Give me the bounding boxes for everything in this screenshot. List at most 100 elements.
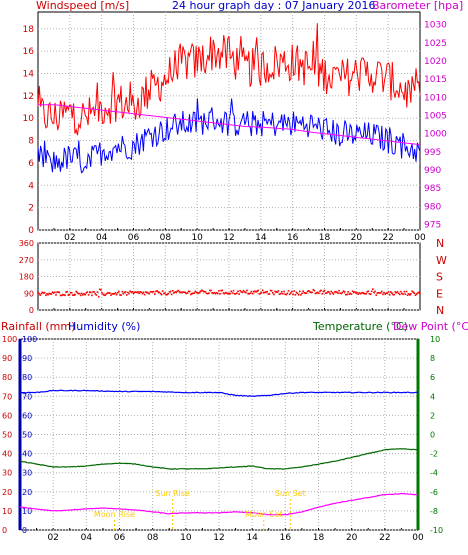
direction-point (266, 290, 268, 293)
temp-x-tick-label: 04 (81, 533, 93, 543)
direction-point (394, 291, 397, 293)
direction-point (382, 293, 384, 296)
direction-point (54, 291, 56, 294)
direction-point (268, 293, 271, 295)
direction-point (279, 292, 282, 295)
direction-point (121, 290, 124, 293)
direction-point (218, 290, 220, 292)
direction-point (345, 293, 347, 296)
direction-point (123, 291, 126, 294)
direction-point (259, 292, 262, 294)
temp-y-tick-label: -10 (430, 526, 443, 535)
direction-point (247, 292, 249, 295)
direction-point (242, 289, 245, 292)
direction-point (91, 294, 93, 297)
baro-y-tick-label: 1000 (424, 130, 447, 140)
direction-point (152, 290, 155, 293)
humidity-y-tick-label: 30 (22, 469, 32, 478)
direction-point (183, 291, 185, 294)
wind-x-tick-label: 22 (382, 233, 393, 243)
direction-point (283, 290, 285, 293)
direction-point (203, 290, 206, 293)
direction-point (411, 290, 413, 293)
direction-point (59, 294, 62, 297)
direction-point (294, 294, 297, 296)
direction-point (395, 291, 398, 294)
sun-event-label: Sun Set (275, 489, 306, 498)
direction-point (321, 293, 324, 295)
direction-point (52, 292, 55, 294)
direction-point (336, 291, 338, 294)
direction-point (419, 292, 421, 295)
direction-point (381, 290, 383, 293)
direction-point (252, 290, 255, 293)
temp-x-tick-label: 20 (346, 533, 358, 543)
direction-point (269, 289, 272, 292)
wind-x-tick-label: 20 (351, 233, 363, 243)
baro-y-tick-label: 1025 (424, 39, 447, 49)
rain-y-tick-label: 90 (2, 354, 12, 363)
direction-point (264, 291, 266, 294)
direction-point (284, 293, 286, 296)
moon-event-label: Moon Set (245, 510, 282, 519)
direction-point (196, 292, 199, 294)
direction-point (176, 290, 179, 293)
direction-point (145, 291, 147, 293)
direction-point (296, 292, 299, 295)
direction-point (317, 291, 319, 294)
wind-x-tick-label: 12 (223, 233, 234, 243)
rain-y-tick-label: 30 (2, 469, 12, 478)
direction-point (169, 290, 172, 293)
direction-point (261, 289, 264, 292)
direction-point (348, 293, 350, 295)
direction-point (372, 288, 374, 290)
direction-point (418, 291, 420, 294)
compass-label: W (436, 254, 447, 267)
direction-point (108, 292, 110, 294)
direction-point (158, 291, 161, 294)
direction-point (50, 293, 53, 295)
direction-point (291, 290, 293, 293)
direction-point (341, 291, 344, 294)
direction-point (161, 290, 164, 292)
direction-point (303, 291, 306, 294)
direction-point (215, 292, 218, 294)
wind-y-tick-label: 16 (23, 47, 35, 57)
direction-point (230, 290, 232, 293)
dir-y-tick-label: 270 (19, 256, 34, 265)
direction-point (195, 291, 198, 294)
direction-point (138, 292, 140, 295)
temp-y-tick-label: 8 (430, 354, 435, 363)
direction-point (76, 291, 79, 294)
direction-point (61, 294, 64, 296)
baro-y-tick-label: 1020 (424, 57, 447, 67)
direction-point (72, 294, 74, 296)
direction-point (163, 292, 165, 295)
direction-point (86, 291, 89, 293)
direction-point (366, 291, 368, 293)
direction-point (265, 291, 267, 293)
baro-y-tick-label: 995 (424, 148, 441, 158)
direction-point (94, 293, 97, 295)
direction-point (241, 291, 244, 293)
direction-point (323, 289, 326, 292)
barometer-label: Barometer [hpa] (372, 0, 463, 12)
dir-y-tick-label: 180 (19, 273, 34, 282)
direction-point (114, 292, 117, 294)
direction-point (92, 291, 94, 293)
direction-point (409, 294, 411, 296)
wind-y-tick-label: 18 (23, 25, 35, 35)
wind-y-tick-label: 6 (28, 159, 34, 169)
direction-point (212, 292, 215, 295)
temp-y-tick-label: -4 (430, 469, 438, 478)
direction-point (149, 291, 152, 293)
direction-point (97, 295, 100, 298)
direction-point (122, 292, 125, 295)
direction-point (282, 293, 284, 295)
temp-y-tick-label: 2 (430, 411, 435, 420)
direction-point (251, 292, 254, 295)
direction-point (330, 290, 332, 293)
temp-y-tick-label: -6 (430, 488, 438, 497)
direction-point (41, 291, 44, 294)
temp-y-tick-label: 6 (430, 373, 435, 382)
